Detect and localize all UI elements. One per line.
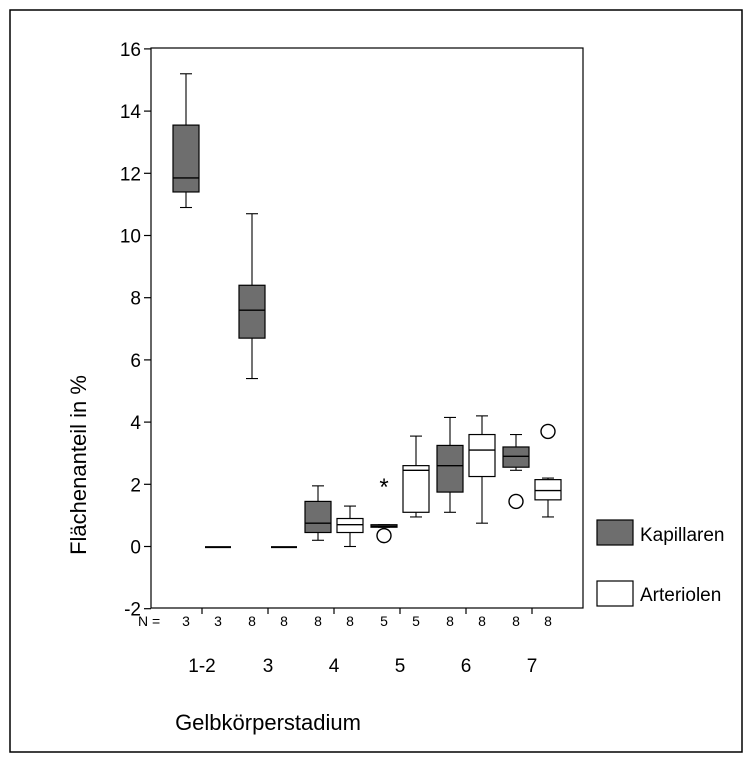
legend-swatch-arteriolen <box>596 580 634 607</box>
n-count: 8 <box>346 613 354 629</box>
box-iqr <box>502 446 530 468</box>
legend: Kapillaren Arteriolen <box>596 519 725 607</box>
y-tick-label: 6 <box>130 351 141 372</box>
y-tick-label: 10 <box>120 227 141 248</box>
box-iqr <box>172 124 200 193</box>
x-axis-label: Gelbkörperstadium <box>175 710 361 735</box>
legend-label-arteriolen: Arteriolen <box>640 585 721 606</box>
n-prefix: N = <box>138 613 160 629</box>
extreme-star: * <box>379 474 388 501</box>
box-iqr <box>238 284 266 339</box>
frame-border <box>9 9 743 753</box>
x-tick-label: 6 <box>461 656 472 677</box>
outlier-circle <box>540 423 556 440</box>
legend-swatch-kapillaren <box>596 519 634 546</box>
plot-area: -2 0 2 4 6 8 10 12 14 16 1-2 3 4 5 6 7 3 8 8 5 * 8 8 3 8 8 5 8 8 <box>120 40 584 677</box>
y-tick-label: 0 <box>130 538 141 559</box>
y-tick-label: 16 <box>120 40 141 61</box>
x-tick-label: 1-2 <box>188 656 215 677</box>
box-iqr <box>468 433 496 478</box>
n-count: 8 <box>512 613 520 629</box>
x-tick-label: 7 <box>527 656 538 677</box>
y-tick-label: 14 <box>120 102 142 123</box>
x-tick-label: 5 <box>395 656 406 677</box>
n-count: 8 <box>478 613 486 629</box>
outlier-circle <box>376 527 392 544</box>
outlier-circle <box>508 493 524 510</box>
y-tick-label: -2 <box>124 600 141 621</box>
y-tick-label: 8 <box>130 289 141 310</box>
box-iqr <box>304 500 332 534</box>
y-tick-label: 2 <box>130 475 141 496</box>
x-tick-label: 4 <box>329 656 340 677</box>
plot-border <box>150 47 584 609</box>
y-tick-label: 4 <box>130 413 141 434</box>
y-axis-label: Flächenanteil in % <box>66 375 91 555</box>
box-iqr <box>402 465 430 513</box>
box-iqr <box>336 517 364 534</box>
n-count: 5 <box>380 613 388 629</box>
n-count: 3 <box>182 613 190 629</box>
n-count: 8 <box>248 613 256 629</box>
x-tick-label: 3 <box>263 656 274 677</box>
n-count: 3 <box>214 613 222 629</box>
n-count: 8 <box>280 613 288 629</box>
n-count: 8 <box>446 613 454 629</box>
n-count: 8 <box>544 613 552 629</box>
n-count: 5 <box>412 613 420 629</box>
box-iqr <box>436 444 464 493</box>
n-count: 8 <box>314 613 322 629</box>
y-tick-label: 12 <box>120 164 141 185</box>
legend-label-kapillaren: Kapillaren <box>640 525 725 546</box>
box-iqr <box>534 479 562 501</box>
